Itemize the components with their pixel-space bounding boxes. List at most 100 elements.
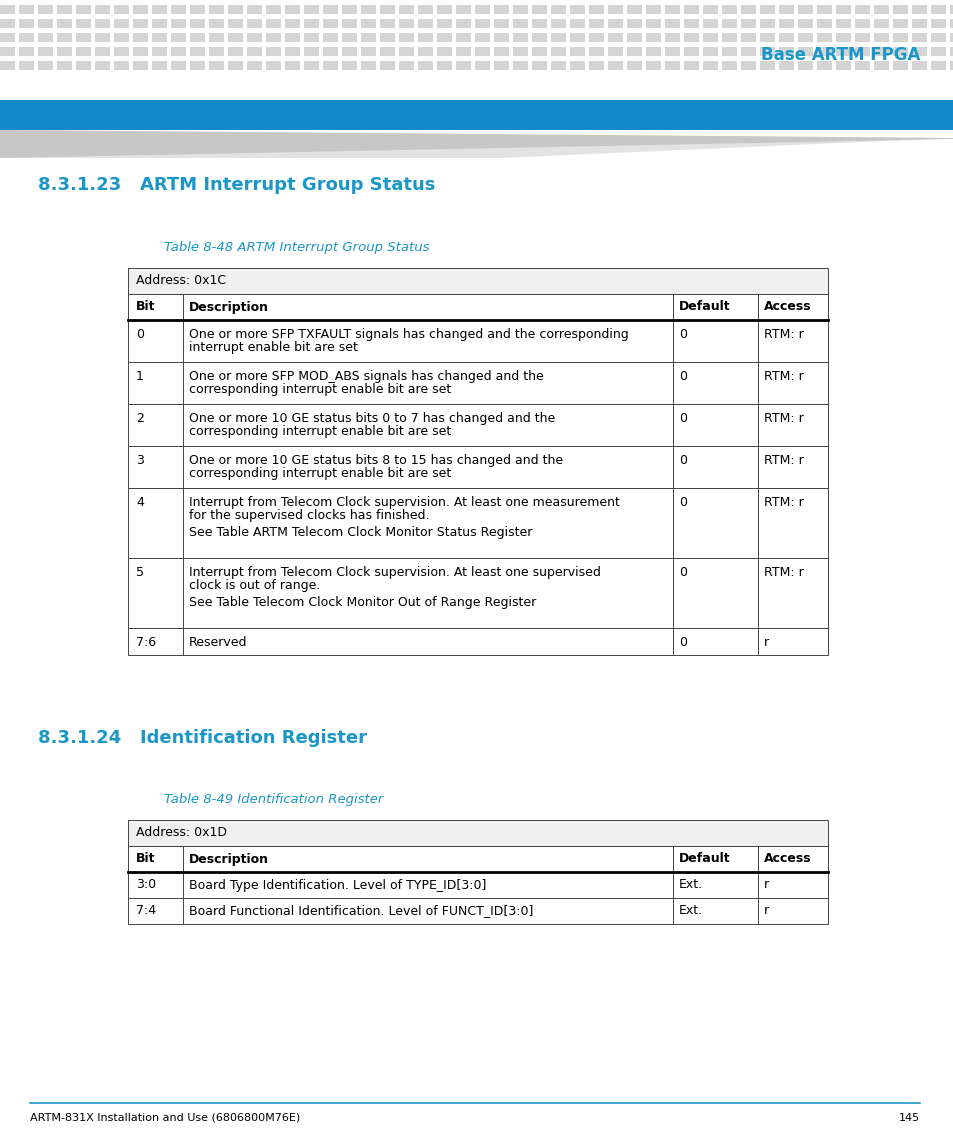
Text: Description: Description — [189, 300, 269, 314]
Bar — [532, 61, 546, 70]
Bar — [209, 61, 224, 70]
Text: One or more SFP TXFAULT signals has changed and the corresponding: One or more SFP TXFAULT signals has chan… — [189, 327, 628, 341]
Bar — [930, 19, 945, 27]
Bar — [304, 33, 318, 42]
Bar — [873, 47, 888, 56]
Text: Address: 0x1C: Address: 0x1C — [136, 275, 226, 287]
Bar — [588, 47, 603, 56]
Bar — [551, 5, 565, 14]
Bar — [171, 5, 186, 14]
Text: 0: 0 — [679, 412, 686, 425]
Bar — [569, 19, 584, 27]
Bar — [95, 33, 110, 42]
Bar — [835, 47, 850, 56]
Bar — [341, 47, 356, 56]
Bar — [626, 47, 641, 56]
Bar — [209, 5, 224, 14]
Bar — [760, 33, 774, 42]
Bar — [76, 33, 91, 42]
Bar — [645, 61, 660, 70]
Bar — [854, 33, 869, 42]
Text: 7:6: 7:6 — [136, 635, 156, 649]
Bar — [266, 33, 281, 42]
Bar — [76, 5, 91, 14]
Bar — [128, 447, 827, 488]
Bar — [0, 61, 15, 70]
Bar — [128, 872, 827, 898]
Bar — [323, 61, 337, 70]
Bar — [816, 33, 831, 42]
Text: 7:4: 7:4 — [136, 905, 156, 917]
Bar — [779, 61, 793, 70]
Text: Default: Default — [679, 853, 730, 866]
Bar — [247, 19, 262, 27]
Bar — [398, 33, 414, 42]
Bar — [456, 33, 471, 42]
Bar — [664, 61, 679, 70]
Bar — [209, 47, 224, 56]
Bar — [892, 5, 907, 14]
Bar — [569, 61, 584, 70]
Bar — [816, 47, 831, 56]
Bar — [132, 47, 148, 56]
Bar — [360, 61, 375, 70]
Text: 0: 0 — [136, 327, 144, 341]
Bar — [949, 5, 953, 14]
Bar — [128, 488, 827, 558]
Bar — [664, 47, 679, 56]
Bar — [95, 61, 110, 70]
Text: ARTM-831X Installation and Use (6806800M76E): ARTM-831X Installation and Use (6806800M… — [30, 1113, 300, 1123]
Bar — [588, 33, 603, 42]
Polygon shape — [0, 131, 953, 158]
Text: clock is out of range.: clock is out of range. — [189, 579, 320, 592]
Bar — [645, 19, 660, 27]
Bar — [190, 61, 205, 70]
Bar — [892, 61, 907, 70]
Bar — [128, 319, 827, 362]
Bar — [266, 5, 281, 14]
Bar — [379, 33, 395, 42]
Bar — [0, 19, 15, 27]
Bar — [113, 33, 129, 42]
Bar — [128, 820, 827, 846]
Text: Access: Access — [763, 300, 811, 314]
Bar — [247, 61, 262, 70]
Bar — [626, 33, 641, 42]
Bar — [721, 47, 737, 56]
Bar — [797, 19, 812, 27]
Bar — [379, 47, 395, 56]
Bar — [721, 19, 737, 27]
Bar — [740, 19, 755, 27]
Bar — [645, 5, 660, 14]
Bar — [569, 5, 584, 14]
Bar — [949, 61, 953, 70]
Bar — [228, 47, 243, 56]
Polygon shape — [0, 131, 953, 158]
Bar — [128, 898, 827, 924]
Bar — [398, 47, 414, 56]
Text: interrupt enable bit are set: interrupt enable bit are set — [189, 341, 357, 354]
Text: r: r — [763, 905, 768, 917]
Bar — [113, 47, 129, 56]
Bar — [740, 33, 755, 42]
Text: RTM: r: RTM: r — [763, 496, 803, 510]
Bar — [607, 47, 622, 56]
Text: 0: 0 — [679, 370, 686, 382]
Bar — [436, 61, 452, 70]
Bar — [19, 61, 34, 70]
Bar — [513, 33, 527, 42]
Bar — [949, 33, 953, 42]
Text: Ext.: Ext. — [679, 878, 702, 892]
Text: RTM: r: RTM: r — [763, 370, 803, 382]
Bar — [551, 61, 565, 70]
Text: 8.3.1.24   Identification Register: 8.3.1.24 Identification Register — [38, 729, 367, 747]
Bar — [816, 61, 831, 70]
Bar — [341, 33, 356, 42]
Text: Default: Default — [679, 300, 730, 314]
Bar — [304, 47, 318, 56]
Bar — [152, 47, 167, 56]
Bar — [19, 33, 34, 42]
Text: corresponding interrupt enable bit are set: corresponding interrupt enable bit are s… — [189, 425, 451, 439]
Bar — [304, 5, 318, 14]
Bar — [892, 47, 907, 56]
